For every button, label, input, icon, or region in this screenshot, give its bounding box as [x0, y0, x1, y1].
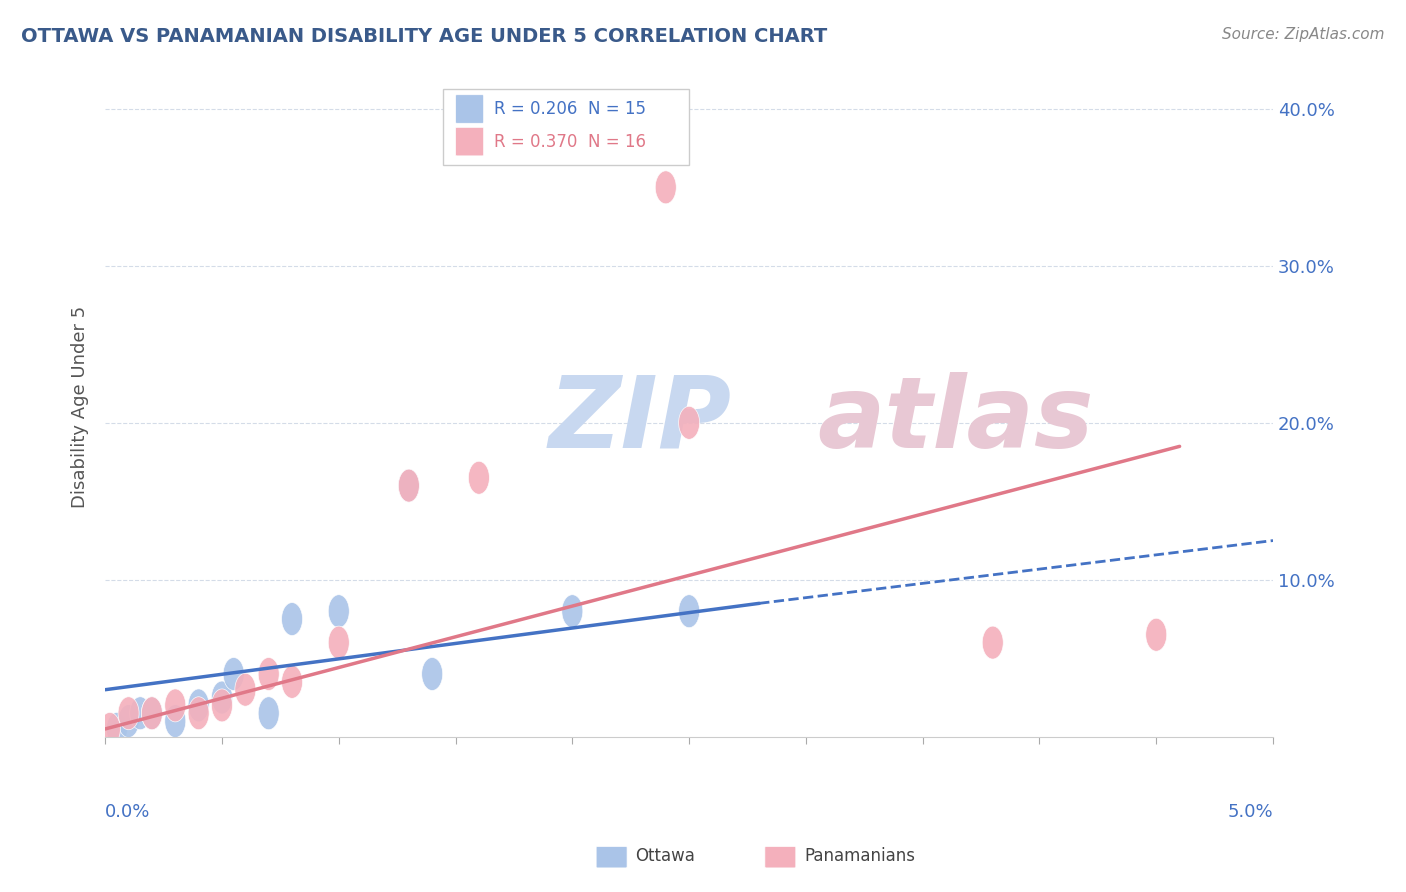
Ellipse shape — [468, 461, 489, 494]
Ellipse shape — [281, 665, 302, 698]
Text: N = 15: N = 15 — [588, 100, 645, 118]
Text: Ottawa: Ottawa — [636, 847, 696, 865]
Ellipse shape — [188, 697, 209, 730]
Text: Panamanians: Panamanians — [804, 847, 915, 865]
Ellipse shape — [328, 595, 349, 628]
Ellipse shape — [142, 697, 163, 730]
Text: R = 0.206: R = 0.206 — [494, 100, 576, 118]
Y-axis label: Disability Age Under 5: Disability Age Under 5 — [72, 306, 89, 508]
Ellipse shape — [100, 713, 121, 746]
Ellipse shape — [328, 626, 349, 659]
Ellipse shape — [259, 697, 280, 730]
Ellipse shape — [118, 697, 139, 730]
Text: 5.0%: 5.0% — [1227, 803, 1272, 821]
Text: OTTAWA VS PANAMANIAN DISABILITY AGE UNDER 5 CORRELATION CHART: OTTAWA VS PANAMANIAN DISABILITY AGE UNDE… — [21, 27, 827, 45]
Text: R = 0.370: R = 0.370 — [494, 133, 576, 151]
Text: ZIP: ZIP — [548, 372, 733, 469]
Ellipse shape — [422, 657, 443, 690]
Ellipse shape — [142, 697, 163, 730]
Ellipse shape — [129, 697, 150, 730]
Ellipse shape — [679, 407, 700, 439]
Text: Source: ZipAtlas.com: Source: ZipAtlas.com — [1222, 27, 1385, 42]
Ellipse shape — [188, 689, 209, 722]
Ellipse shape — [983, 626, 1004, 659]
Ellipse shape — [259, 657, 280, 690]
Ellipse shape — [562, 595, 583, 628]
Ellipse shape — [224, 657, 245, 690]
Text: atlas: atlas — [817, 372, 1094, 469]
Ellipse shape — [398, 469, 419, 502]
Ellipse shape — [165, 689, 186, 722]
Ellipse shape — [398, 469, 419, 502]
Ellipse shape — [107, 713, 128, 746]
Ellipse shape — [281, 603, 302, 635]
Text: N = 16: N = 16 — [588, 133, 645, 151]
Ellipse shape — [211, 681, 232, 714]
Ellipse shape — [235, 673, 256, 706]
Ellipse shape — [118, 705, 139, 738]
Ellipse shape — [165, 705, 186, 738]
Ellipse shape — [655, 171, 676, 203]
Ellipse shape — [211, 689, 232, 722]
Text: 0.0%: 0.0% — [105, 803, 150, 821]
Ellipse shape — [1146, 618, 1167, 651]
Ellipse shape — [679, 595, 700, 628]
